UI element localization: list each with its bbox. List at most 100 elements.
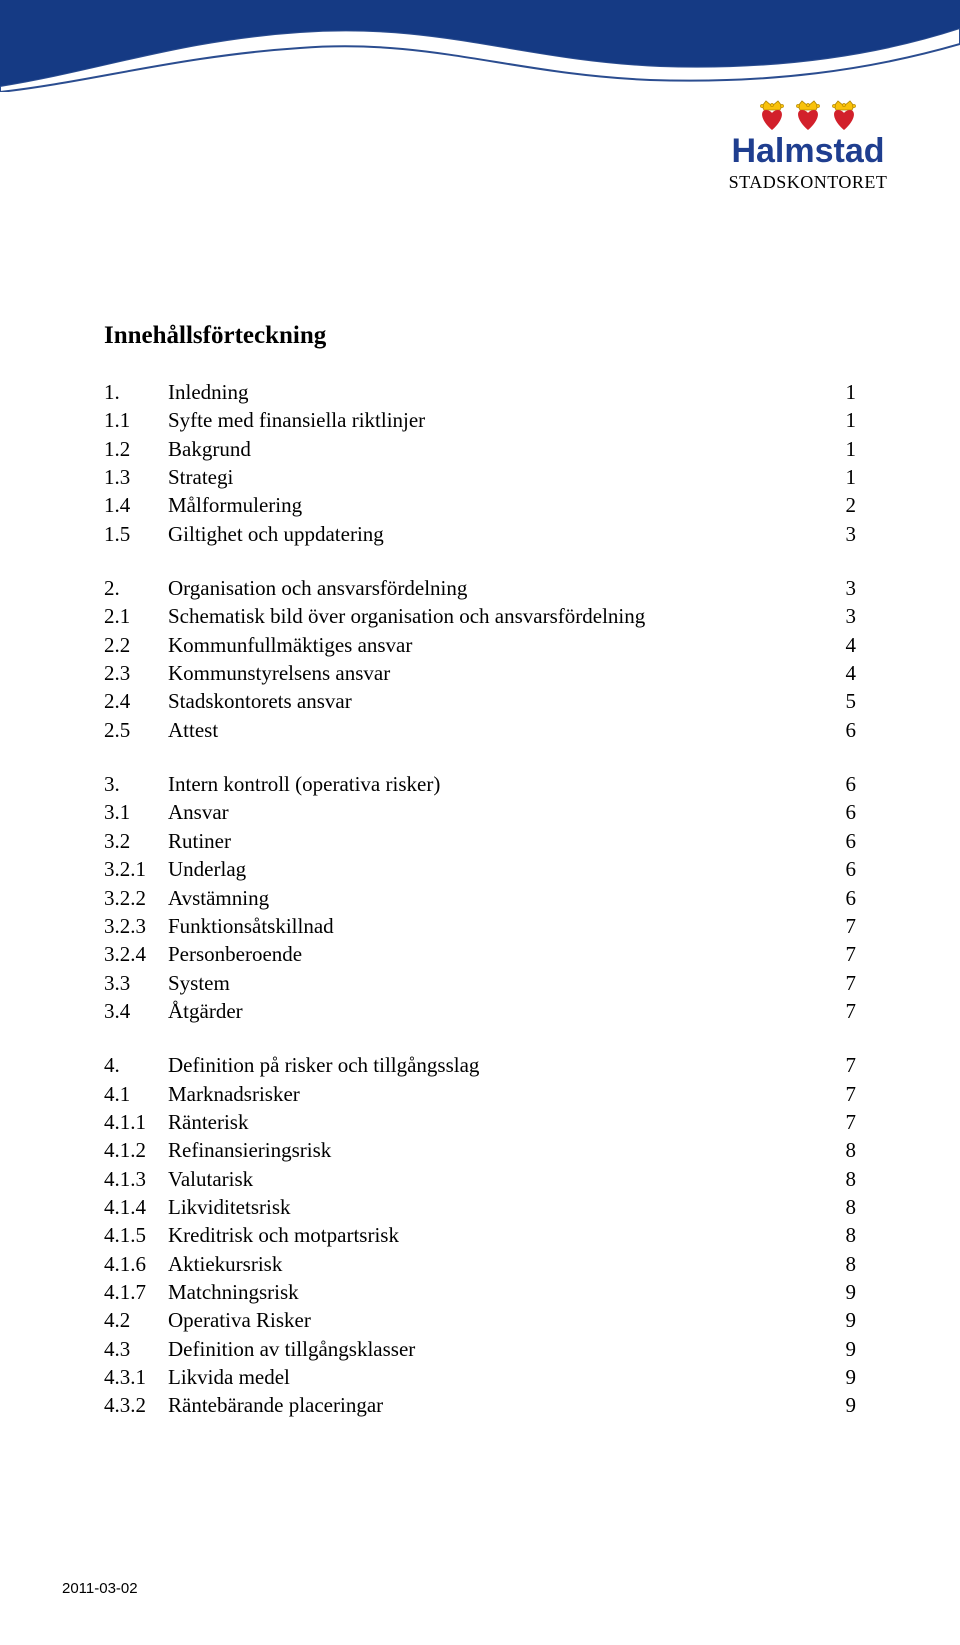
toc-left: 2.1Schematisk bild över organisation och… <box>104 602 645 630</box>
heart-icon <box>798 110 818 130</box>
hearts-row <box>718 98 898 132</box>
toc-row: 4.1Marknadsrisker7 <box>104 1080 856 1108</box>
toc-container: 1.Inledning11.1Syfte med finansiella rik… <box>104 378 856 1420</box>
toc-item-page: 8 <box>828 1165 856 1193</box>
toc-row: 2.4Stadskontorets ansvar5 <box>104 687 856 715</box>
toc-item-number: 4.3.1 <box>104 1363 168 1391</box>
toc-item-number: 4.1.2 <box>104 1136 168 1164</box>
toc-item-number: 3.2.4 <box>104 940 168 968</box>
toc-item-label: Avstämning <box>168 884 269 912</box>
content-area: Innehållsförteckning 1.Inledning11.1Syft… <box>0 92 960 1420</box>
toc-item-page: 6 <box>828 855 856 883</box>
page-title: Innehållsförteckning <box>104 322 856 350</box>
toc-item-label: Schematisk bild över organisation och an… <box>168 602 645 630</box>
toc-left: 4.3.2Räntebärande placeringar <box>104 1391 383 1419</box>
toc-row: 3.Intern kontroll (operativa risker)6 <box>104 770 856 798</box>
toc-item-label: Matchningsrisk <box>168 1278 299 1306</box>
toc-item-label: Likviditetsrisk <box>168 1193 291 1221</box>
toc-item-number: 3.2.2 <box>104 884 168 912</box>
toc-left: 4.1.2Refinansieringsrisk <box>104 1136 331 1164</box>
toc-row: 1.5Giltighet och uppdatering3 <box>104 520 856 548</box>
toc-item-number: 4.1.6 <box>104 1250 168 1278</box>
document-page: Halmstad STADSKONTORET Innehållsförteckn… <box>0 0 960 1645</box>
toc-item-page: 3 <box>828 602 856 630</box>
toc-left: 3.Intern kontroll (operativa risker) <box>104 770 440 798</box>
heart-icon <box>834 110 854 130</box>
toc-row: 3.4Åtgärder7 <box>104 997 856 1025</box>
toc-left: 2.Organisation och ansvarsfördelning <box>104 574 467 602</box>
toc-item-page: 9 <box>828 1335 856 1363</box>
toc-left: 4.1.1Ränterisk <box>104 1108 248 1136</box>
toc-item-number: 2.5 <box>104 716 168 744</box>
toc-left: 2.5Attest <box>104 716 218 744</box>
toc-item-label: Syfte med finansiella riktlinjer <box>168 406 425 434</box>
toc-item-page: 6 <box>828 884 856 912</box>
toc-item-page: 6 <box>828 827 856 855</box>
toc-left: 3.2.3Funktionsåtskillnad <box>104 912 334 940</box>
logo-wordmark: Halmstad <box>718 134 898 168</box>
toc-item-page: 1 <box>828 435 856 463</box>
toc-item-page: 8 <box>828 1136 856 1164</box>
toc-row: 3.2.4Personberoende7 <box>104 940 856 968</box>
toc-item-page: 9 <box>828 1363 856 1391</box>
toc-left: 3.2.2Avstämning <box>104 884 269 912</box>
toc-left: 1.4Målformulering <box>104 491 302 519</box>
crown-icon <box>832 101 855 110</box>
toc-left: 3.3System <box>104 969 230 997</box>
toc-item-label: Organisation och ansvarsfördelning <box>168 574 467 602</box>
toc-item-number: 4.3 <box>104 1335 168 1363</box>
toc-item-label: Åtgärder <box>168 997 243 1025</box>
heart-crown-icon <box>828 98 860 132</box>
toc-item-page: 2 <box>828 491 856 519</box>
toc-left: 4.1.4Likviditetsrisk <box>104 1193 291 1221</box>
toc-left: 4.3.1Likvida medel <box>104 1363 290 1391</box>
toc-item-number: 4.1.7 <box>104 1278 168 1306</box>
toc-row: 4.1.5Kreditrisk och motpartsrisk8 <box>104 1221 856 1249</box>
toc-item-label: Personberoende <box>168 940 302 968</box>
toc-left: 3.2.4Personberoende <box>104 940 302 968</box>
toc-group: 2.Organisation och ansvarsfördelning32.1… <box>104 574 856 744</box>
toc-item-number: 1.4 <box>104 491 168 519</box>
toc-left: 2.3Kommunstyrelsens ansvar <box>104 659 390 687</box>
toc-item-page: 4 <box>828 659 856 687</box>
toc-row: 2.1Schematisk bild över organisation och… <box>104 602 856 630</box>
toc-item-number: 4.1.5 <box>104 1221 168 1249</box>
toc-item-number: 2.4 <box>104 687 168 715</box>
toc-row: 4.1.2Refinansieringsrisk 8 <box>104 1136 856 1164</box>
toc-row: 1.4Målformulering 2 <box>104 491 856 519</box>
toc-item-page: 9 <box>828 1278 856 1306</box>
toc-row: 2.Organisation och ansvarsfördelning3 <box>104 574 856 602</box>
toc-row: 1.Inledning1 <box>104 378 856 406</box>
toc-item-number: 4.1.3 <box>104 1165 168 1193</box>
crown-icon <box>760 101 783 110</box>
toc-item-label: Funktionsåtskillnad <box>168 912 334 940</box>
toc-item-number: 2.2 <box>104 631 168 659</box>
toc-item-number: 3.2 <box>104 827 168 855</box>
toc-row: 4.1.4Likviditetsrisk8 <box>104 1193 856 1221</box>
toc-item-label: Kommunfullmäktiges ansvar <box>168 631 412 659</box>
toc-item-label: Definition av tillgångsklasser <box>168 1335 415 1363</box>
toc-item-number: 1.3 <box>104 463 168 491</box>
toc-item-label: Giltighet och uppdatering <box>168 520 384 548</box>
toc-item-number: 3.4 <box>104 997 168 1025</box>
toc-item-number: 3. <box>104 770 168 798</box>
toc-item-number: 3.1 <box>104 798 168 826</box>
toc-item-number: 4.1.1 <box>104 1108 168 1136</box>
toc-left: 4.3Definition av tillgångsklasser <box>104 1335 415 1363</box>
toc-left: 4.Definition på risker och tillgångsslag <box>104 1051 479 1079</box>
toc-item-label: Underlag <box>168 855 246 883</box>
toc-item-page: 3 <box>828 520 856 548</box>
toc-row: 4.Definition på risker och tillgångsslag… <box>104 1051 856 1079</box>
toc-row: 3.3System7 <box>104 969 856 997</box>
toc-row: 2.5Attest6 <box>104 716 856 744</box>
toc-item-page: 7 <box>828 1080 856 1108</box>
toc-left: 1.1Syfte med finansiella riktlinjer <box>104 406 425 434</box>
toc-group: 1.Inledning11.1Syfte med finansiella rik… <box>104 378 856 548</box>
toc-item-label: Kreditrisk och motpartsrisk <box>168 1221 399 1249</box>
toc-item-number: 3.3 <box>104 969 168 997</box>
toc-row: 1.1Syfte med finansiella riktlinjer1 <box>104 406 856 434</box>
logo-subtext: STADSKONTORET <box>718 172 898 193</box>
toc-item-number: 4.1.4 <box>104 1193 168 1221</box>
toc-item-page: 9 <box>828 1306 856 1334</box>
toc-item-number: 2.3 <box>104 659 168 687</box>
